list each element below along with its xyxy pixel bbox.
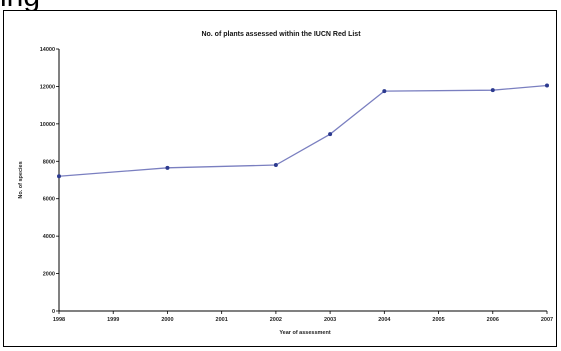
chart-series [57,83,549,179]
data-point [545,83,549,88]
data-point [57,174,61,179]
chart-title: No. of plants assessed within the IUCN R… [201,31,361,38]
x-axis-title: Year of assessment [279,330,331,336]
x-tick-label: 2006 [487,317,499,323]
series-line [58,84,548,177]
cropped-heading-text: ing [0,0,40,12]
data-point [490,88,495,93]
y-axis-title: No. of species [18,161,24,198]
data-point [328,132,333,137]
y-tick-label: 12000 [40,84,55,90]
data-point [273,163,278,168]
x-tick-label: 2000 [161,317,173,323]
x-tick-label: 2003 [324,317,336,323]
data-point [382,89,387,94]
y-tick-label: 6000 [43,197,55,203]
x-tick-label: 2007 [541,317,553,323]
x-tick-label: 2001 [216,317,228,323]
x-tick-label: 2004 [378,317,391,323]
x-tick-label: 2005 [432,317,444,323]
data-point [165,165,170,170]
y-tick-label: 4000 [43,234,55,240]
x-tick-label: 2002 [270,317,282,323]
y-tick-label: 0 [52,309,55,315]
y-tick-label: 14000 [40,47,55,53]
chart-axes [58,49,547,312]
y-tick-label: 10000 [40,122,55,128]
x-tick-label: 1998 [53,317,65,323]
y-tick-label: 2000 [43,272,55,278]
x-axis-ticks: 1998 1999 2000 2001 2002 2003 2004 2005 2006 2007 [53,311,553,323]
y-tick-label: 8000 [43,159,55,165]
x-tick-label: 1999 [107,317,119,323]
y-axis-ticks: 0 2000 4000 6000 8000 10000 12000 14000 [40,47,59,315]
chart-frame [3,10,557,347]
